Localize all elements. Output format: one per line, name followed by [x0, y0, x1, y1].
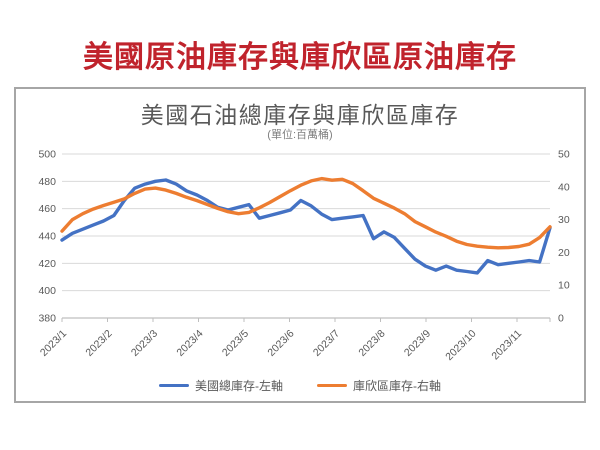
left-axis-tick-label: 380 — [38, 313, 56, 325]
left-axis-tick-label: 420 — [38, 258, 56, 270]
right-axis-tick-label: 10 — [558, 280, 570, 292]
legend-item-cushing: 庫欣區庫存-右軸 — [317, 377, 441, 394]
us-total-line-swatch — [159, 383, 189, 388]
x-axis-tick-label: 2023/6 — [265, 328, 296, 359]
left-axis-tick-label: 400 — [38, 285, 56, 297]
right-axis-tick-label: 50 — [558, 149, 570, 161]
legend-label-us-total: 美國總庫存-左軸 — [195, 379, 283, 393]
x-axis-tick-label: 2023/10 — [443, 328, 478, 363]
x-axis-tick-label: 2023/9 — [402, 328, 433, 359]
right-axis-tick-label: 0 — [558, 313, 564, 325]
cushing-line-swatch — [317, 383, 347, 388]
x-axis-tick-label: 2023/7 — [311, 328, 342, 359]
x-axis-tick-label: 2023/2 — [83, 328, 114, 359]
left-axis-tick-label: 460 — [38, 203, 56, 215]
left-axis-tick-label: 480 — [38, 176, 56, 188]
chart-title: 美國石油總庫存與庫欣區庫存 — [140, 102, 460, 128]
us-total-inventory-line — [60, 178, 552, 275]
legend-label-cushing: 庫欣區庫存-右軸 — [353, 379, 441, 393]
right-axis-tick-label: 40 — [558, 181, 570, 193]
x-axis-tick-label: 2023/3 — [129, 328, 160, 359]
left-axis-tick-label: 440 — [38, 231, 56, 243]
x-axis-tick-label: 2023/5 — [220, 328, 251, 359]
x-axis-tick-label: 2023/11 — [489, 328, 524, 363]
x-axis-tick-label: 2023/1 — [38, 328, 69, 359]
legend-item-us-total: 美國總庫存-左軸 — [159, 377, 283, 394]
chart-subtitle: (單位:百萬桶) — [267, 129, 333, 141]
legend: 美國總庫存-左軸 庫欣區庫存-右軸 — [16, 377, 584, 394]
chart-panel: 美國石油總庫存與庫欣區庫存 (單位:百萬桶) 500 480 460 440 420 40… — [14, 87, 586, 403]
left-axis-tick-label: 500 — [38, 149, 56, 161]
cushing-inventory-line — [60, 176, 552, 250]
x-axis-tick-label: 2023/4 — [174, 328, 205, 359]
plot-area: 500 480 460 440 420 400 380 50 40 30 20 10 0 2023/1 20… — [38, 149, 570, 363]
page-title: 美國原油庫存與庫欣區原油庫存 — [83, 40, 517, 75]
right-axis-tick-label: 20 — [558, 247, 570, 259]
right-axis-tick-label: 30 — [558, 214, 570, 226]
x-axis-tick-label: 2023/8 — [356, 328, 387, 359]
